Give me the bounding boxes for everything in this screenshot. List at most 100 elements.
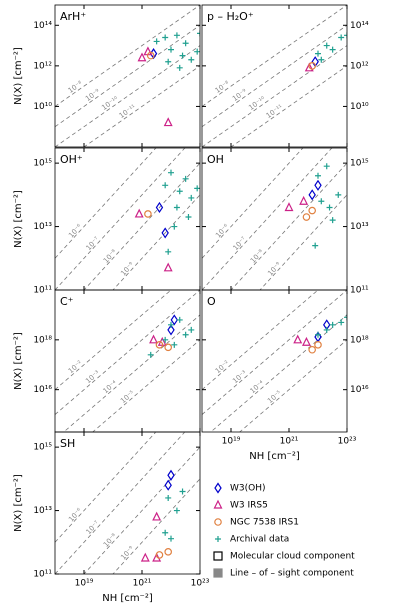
- plus-marker: [315, 50, 321, 57]
- abundance-label: 10⁻⁷: [85, 519, 101, 536]
- plus-marker: [165, 58, 172, 65]
- abundance-line: [202, 45, 347, 147]
- x-tick-label: 10²¹: [133, 579, 152, 589]
- abundance-line: [202, 290, 319, 390]
- abundance-label: 10⁻⁵: [119, 389, 136, 405]
- plus-marker: [173, 204, 180, 211]
- y-tick-label: 10¹³: [33, 222, 52, 232]
- abundance-label: 10⁻⁷: [85, 235, 101, 252]
- plus-marker: [171, 223, 178, 230]
- panel-label: O: [207, 295, 216, 308]
- diamond-marker: [167, 324, 175, 336]
- triangle-marker: [213, 499, 223, 509]
- abundance-line: [55, 290, 200, 415]
- circle-marker: [164, 548, 172, 556]
- plus-marker: [182, 331, 189, 338]
- plus-marker: [194, 48, 200, 55]
- plus-marker: [323, 42, 330, 49]
- triangle-marker: [299, 195, 309, 205]
- panel: 10⁻²10⁻³10⁻⁴10⁻⁵: [55, 290, 200, 432]
- abundance-label: 10⁻¹⁰: [100, 95, 120, 112]
- y-tick-label: 10¹²: [350, 61, 369, 71]
- circle-marker: [308, 345, 316, 354]
- plus-marker: [312, 242, 319, 249]
- plus-marker: [173, 32, 180, 39]
- circle-marker: [308, 62, 316, 70]
- plus-marker: [323, 163, 330, 170]
- abundance-label: 10⁻⁸: [102, 532, 118, 549]
- legend-label: Molecular cloud component: [230, 552, 355, 562]
- x-tick-label: 10¹⁹: [222, 437, 241, 447]
- diamond-marker: [214, 482, 222, 494]
- plus-marker: [179, 488, 186, 495]
- abundance-line: [63, 314, 200, 432]
- plus-marker: [315, 172, 321, 179]
- y-tick-label: 10¹⁰: [350, 102, 369, 112]
- plus-marker: [182, 40, 189, 47]
- y-tick-label: 10¹¹: [33, 286, 52, 296]
- abundance-line: [55, 5, 200, 107]
- panel-label: p – H₂O⁺: [207, 10, 254, 23]
- diamond-marker: [308, 189, 316, 201]
- abundance-line: [55, 432, 186, 574]
- abundance-label: 10⁻²: [67, 359, 84, 375]
- panel-frame: [201, 289, 348, 433]
- panel: 10⁻²10⁻³10⁻⁴10⁻⁵: [202, 290, 347, 432]
- panel-label: SH: [60, 437, 75, 450]
- abundance-label: 10⁻⁹: [119, 545, 135, 562]
- circle-marker: [144, 210, 152, 218]
- panel: 10⁻⁶10⁻⁷10⁻⁸10⁻⁹: [55, 432, 200, 574]
- abundance-line: [202, 290, 347, 415]
- plus-marker: [318, 56, 325, 63]
- abundance-line: [83, 65, 200, 147]
- diamond-marker: [167, 469, 175, 481]
- diamond-marker: [314, 179, 322, 191]
- triangle-marker: [149, 334, 159, 344]
- panel-label: OH⁺: [60, 153, 83, 166]
- abundance-line: [202, 148, 333, 290]
- plus-marker: [162, 529, 169, 536]
- panel-frame: [201, 4, 348, 148]
- abundance-line: [55, 432, 157, 543]
- y-tick-label: 10¹⁶: [350, 385, 369, 395]
- plus-marker: [171, 341, 178, 348]
- y-tick-label: 10¹⁸: [33, 335, 52, 345]
- plus-marker: [162, 182, 169, 189]
- plus-marker: [147, 351, 154, 358]
- triangle-marker: [140, 552, 150, 562]
- legend-label: Archival data: [230, 535, 289, 545]
- panel-frame: [54, 431, 201, 575]
- triangle-marker: [301, 336, 311, 346]
- plus-marker: [188, 326, 195, 333]
- plus-marker: [329, 46, 336, 53]
- x-tick-label: 10¹⁹: [75, 579, 94, 589]
- plus-marker: [194, 185, 200, 192]
- circle-marker: [308, 206, 316, 215]
- abundance-line: [202, 24, 347, 128]
- triangle-marker: [163, 262, 173, 272]
- y-tick-label: 10¹³: [350, 222, 369, 232]
- abundance-label: 10⁻¹¹: [118, 103, 138, 120]
- plus-marker: [197, 30, 200, 37]
- plus-marker: [176, 316, 183, 323]
- diamond-marker: [155, 201, 164, 214]
- plus-marker: [335, 191, 342, 198]
- panel: 10⁻⁸10⁻⁹ 10⁻¹⁰10⁻¹¹: [202, 5, 347, 147]
- panel-label: C⁺: [60, 295, 74, 308]
- x-axis-label: NH [cm⁻²]: [249, 451, 300, 462]
- abundance-line: [83, 162, 200, 290]
- abundance-line: [259, 194, 347, 290]
- abundance-line: [55, 148, 186, 290]
- plus-marker: [338, 319, 345, 326]
- triangle-marker: [163, 117, 173, 127]
- plus-marker: [315, 331, 321, 338]
- y-tick-label: 10¹⁵: [33, 159, 52, 169]
- abundance-line: [55, 24, 200, 128]
- panel: 10⁻⁶10⁻⁷10⁻⁸10⁻⁹: [55, 148, 200, 290]
- abundance-line: [55, 290, 172, 390]
- abundance-label: 10⁻²: [214, 359, 231, 375]
- y-tick-label: 10¹⁸: [350, 335, 369, 345]
- y-tick-label: 10¹⁵: [350, 159, 369, 169]
- abundance-label: 10⁻⁶: [67, 223, 83, 240]
- abundance-line: [112, 194, 200, 290]
